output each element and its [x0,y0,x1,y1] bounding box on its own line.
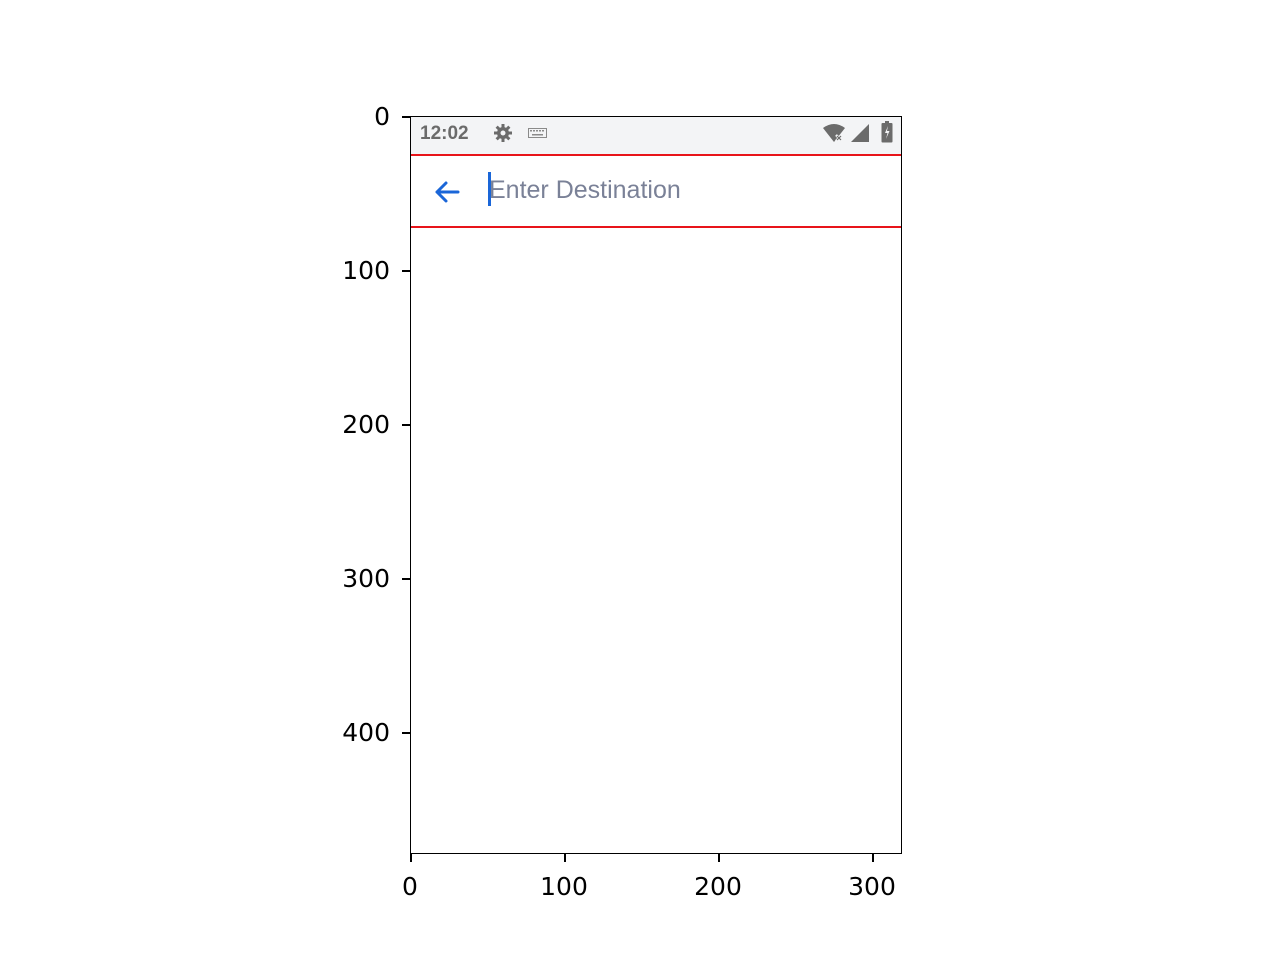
keyboard-icon [528,128,547,138]
x-tick-label-200: 200 [694,872,742,901]
y-tick-label-400: 400 [342,718,390,747]
battery-icon [881,121,893,143]
y-tick-label-300: 300 [342,564,390,593]
arrow-left-icon [435,181,460,203]
y-tick [402,424,410,426]
status-bar: 12:02 [411,117,901,154]
x-tick-label-300: 300 [848,872,896,901]
x-tick-label-0: 0 [402,872,418,901]
phone-screen: 12:02 [410,116,902,854]
gear-icon [494,124,512,142]
signal-icon [851,124,869,142]
x-tick [718,854,720,862]
x-tick [872,854,874,862]
destination-search-input[interactable] [487,170,869,210]
x-tick [564,854,566,862]
back-button[interactable] [429,174,465,210]
y-tick [402,116,410,118]
y-tick [402,270,410,272]
wifi-icon [823,124,845,142]
x-tick [410,854,412,862]
y-tick-label-200: 200 [342,410,390,439]
search-bar [411,154,901,228]
y-tick [402,578,410,580]
y-tick-label-100: 100 [342,256,390,285]
y-tick-label-0: 0 [374,102,390,131]
y-tick [402,732,410,734]
status-time: 12:02 [420,123,469,144]
text-caret [488,172,491,206]
x-tick-label-100: 100 [540,872,588,901]
